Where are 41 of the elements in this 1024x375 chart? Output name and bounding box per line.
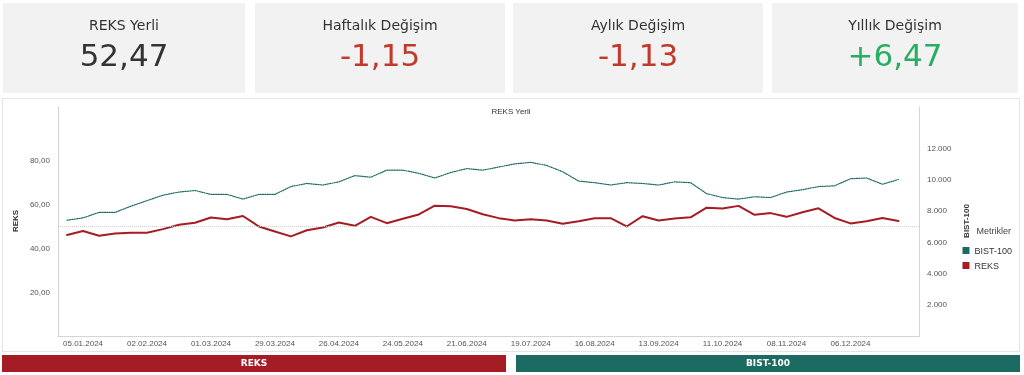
category-label: REKS xyxy=(2,355,506,372)
x-tick-label: 19.07.2024 xyxy=(510,338,552,348)
x-tick-label: 11.10.2024 xyxy=(702,338,743,348)
text: 52,47 xyxy=(78,37,170,73)
y-tick-label: 20,00 xyxy=(29,287,51,297)
text: Yıllık Değişim xyxy=(847,17,943,33)
x-tick-label: 13.09.2024 xyxy=(638,338,680,348)
text: Haftalık Değişim xyxy=(321,17,439,33)
y-tick-label: 80,00 xyxy=(29,156,51,166)
y2-tick-label: 12.000 xyxy=(927,143,953,153)
y2-tick-label: 2.000 xyxy=(927,300,948,310)
x-tick-label: 08.11.2024 xyxy=(766,338,807,348)
text: REKS Yerli xyxy=(88,17,160,33)
x-tick-label: 02.02.2024 xyxy=(126,338,168,348)
line-series xyxy=(66,204,900,238)
y2-tick-label: 4.000 xyxy=(927,268,948,278)
category-label: BIST-100 xyxy=(516,355,1020,372)
line-series xyxy=(66,161,900,221)
legend-title: Metrikler xyxy=(976,225,1012,236)
text: Aylık Değişim xyxy=(589,17,687,33)
legend-label: REKS xyxy=(974,260,999,271)
legend-label: BIST-100 xyxy=(974,245,1013,256)
x-tick-label: 05.01.2024 xyxy=(63,338,104,348)
x-tick-label: 01.03.2024 xyxy=(190,338,232,348)
y2-tick-label: 10.000 xyxy=(927,175,953,185)
x-tick-label: 24.05.2024 xyxy=(382,338,424,348)
x-tick-label: 06.12.2024 xyxy=(830,338,872,348)
y2-axis-title: BIST-100 xyxy=(961,203,971,238)
text: -1,13 xyxy=(596,37,680,73)
y2-tick-label: 6.000 xyxy=(927,237,948,247)
x-tick-label: 21.06.2024 xyxy=(446,338,488,348)
text: -1,15 xyxy=(338,37,422,73)
chart-title: REKS Yerli xyxy=(491,106,531,116)
x-tick-label: 16.08.2024 xyxy=(574,338,616,348)
y2-tick-label: 8.000 xyxy=(927,206,948,216)
x-tick-label: 26.04.2024 xyxy=(318,338,360,348)
y-tick-label: 40,00 xyxy=(29,243,51,253)
y-tick-label: 60,00 xyxy=(29,200,51,210)
text: +6,47 xyxy=(846,37,944,73)
y-axis-title: REKS xyxy=(10,209,20,233)
x-tick-label: 29.03.2024 xyxy=(254,338,296,348)
